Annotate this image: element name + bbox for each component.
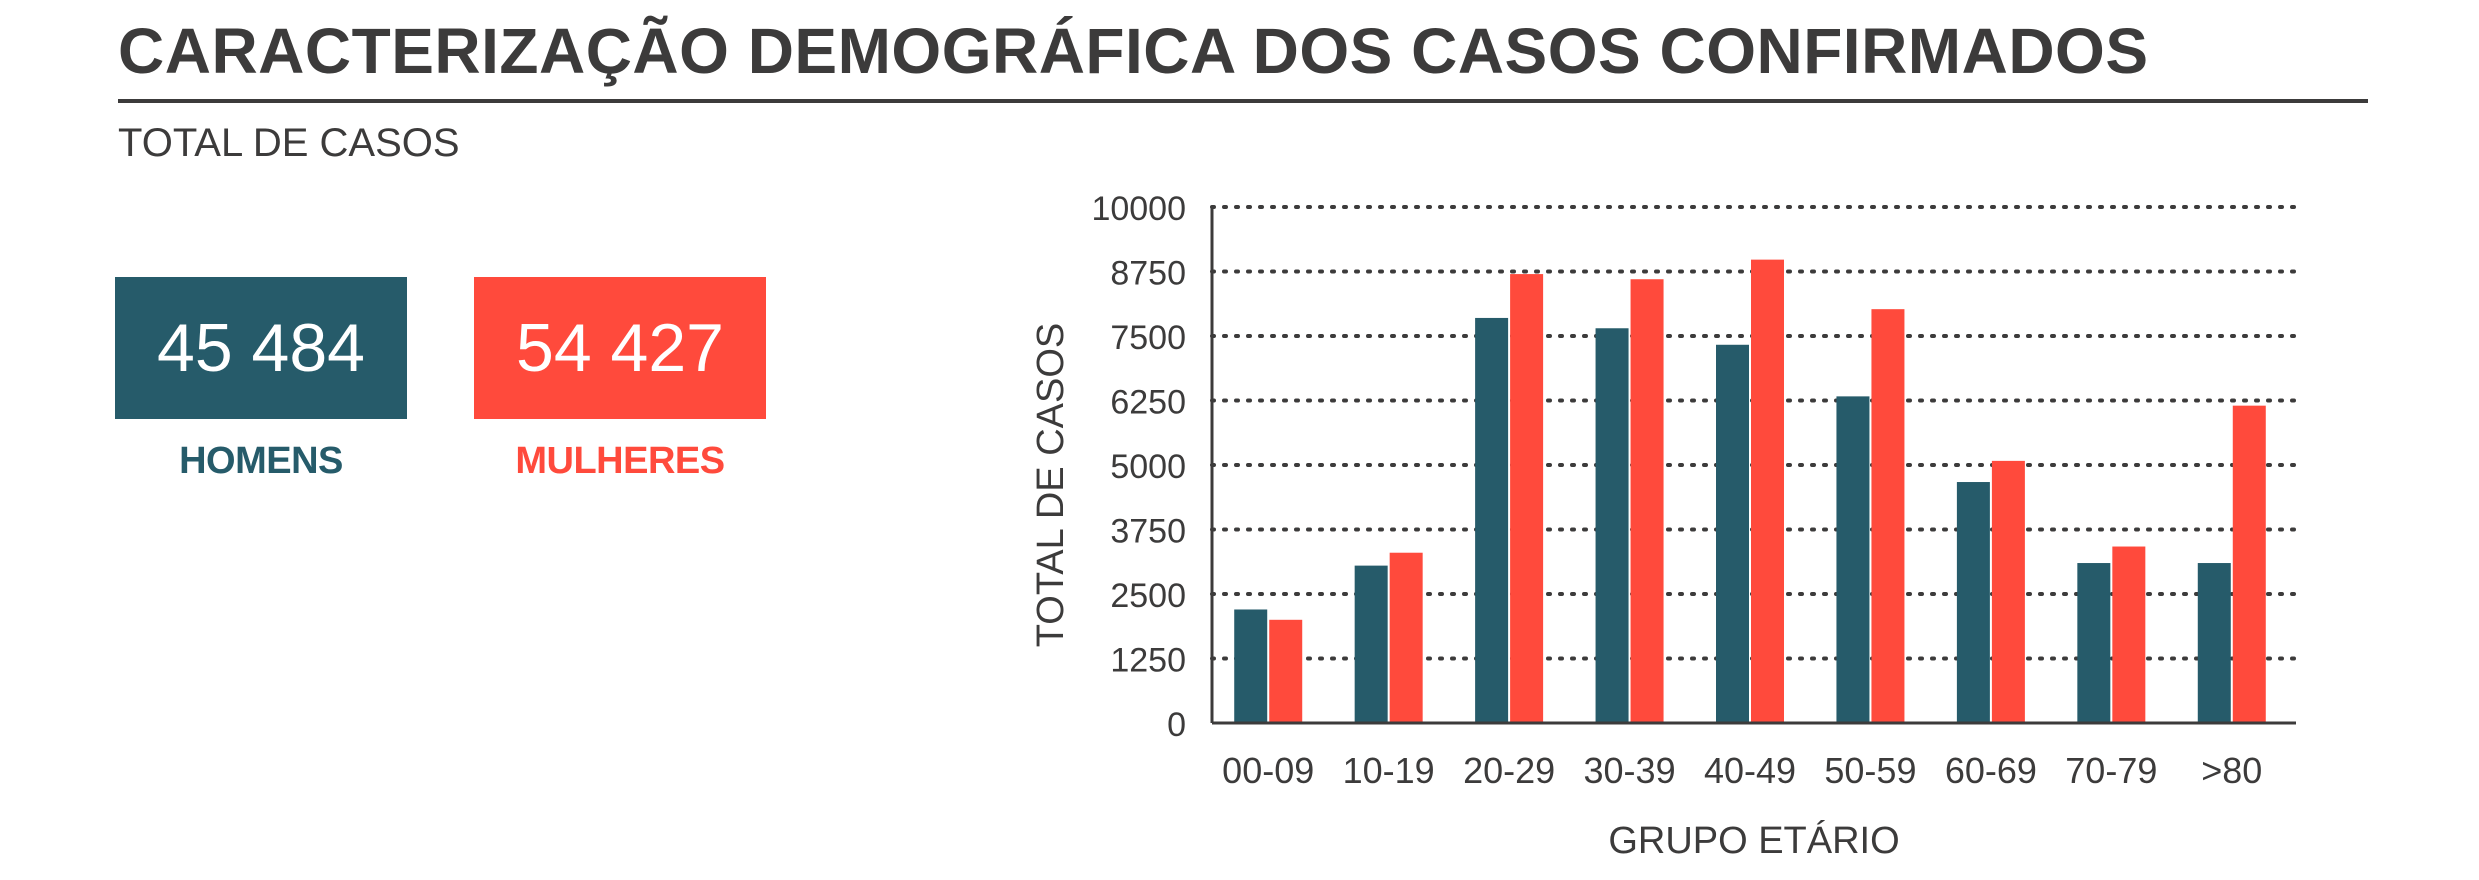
y-tick-label: 8750	[1110, 255, 1186, 293]
bar-women-00-09	[1269, 619, 1303, 723]
x-axis-title: GRUPO ETÁRIO	[1608, 819, 1899, 862]
page-title: CARACTERIZAÇÃO DEMOGRÁFICA DOS CASOS CON…	[118, 15, 2149, 87]
bar-women-70-79	[2112, 546, 2146, 723]
bar-women-over80	[2232, 405, 2266, 723]
bar-women-40-49	[1751, 259, 1784, 723]
x-tick-label: 20-29	[1463, 750, 1555, 791]
bar-men-30-39	[1595, 328, 1629, 723]
men-total-value: 45 484	[157, 310, 365, 386]
bar-women-20-29	[1510, 274, 1544, 723]
x-tick-label: >80	[2201, 750, 2262, 791]
bar-men-20-29	[1475, 317, 1509, 723]
x-tick-label: 40-49	[1704, 750, 1796, 791]
bar-women-60-69	[1991, 460, 2025, 723]
bar-women-30-39	[1630, 279, 1664, 723]
bar-men-10-19	[1354, 565, 1388, 723]
y-tick-label: 7500	[1110, 319, 1186, 357]
x-tick-label: 50-59	[1824, 750, 1916, 791]
bar-men-over80	[2197, 563, 2231, 723]
x-tick-label: 70-79	[2065, 750, 2157, 791]
bar-men-50-59	[1836, 396, 1870, 723]
men-total-label: HOMENS	[179, 440, 343, 482]
y-tick-label: 10000	[1091, 190, 1186, 228]
x-tick-label: 30-39	[1584, 750, 1676, 791]
axes	[1210, 207, 2296, 725]
bars	[1234, 259, 2266, 723]
y-tick-label: 1250	[1110, 642, 1186, 680]
y-tick-labels: 0 1250 2500 3750 5000 6250 7500 8750 10000	[1091, 190, 1186, 744]
bar-men-00-09	[1234, 609, 1268, 723]
y-tick-label: 0	[1167, 706, 1186, 744]
bar-men-60-69	[1956, 482, 1990, 723]
x-tick-labels: 00-09 10-19 20-29 30-39 40-49 50-59 60-69 70-79…	[1222, 750, 2262, 791]
y-tick-label: 2500	[1110, 577, 1186, 615]
women-total-card: 54 427	[474, 277, 766, 419]
men-total-card: 45 484	[115, 277, 407, 419]
title-divider	[118, 99, 2368, 103]
x-tick-label: 60-69	[1945, 750, 2037, 791]
bar-men-70-79	[2077, 563, 2111, 723]
women-total-value: 54 427	[516, 310, 724, 386]
bar-men-40-49	[1716, 344, 1749, 723]
y-tick-label: 5000	[1110, 448, 1186, 486]
x-tick-label: 10-19	[1343, 750, 1435, 791]
bar-women-50-59	[1871, 309, 1905, 723]
x-tick-label: 00-09	[1222, 750, 1314, 791]
y-tick-label: 3750	[1110, 513, 1186, 551]
bar-women-10-19	[1389, 552, 1423, 723]
women-total-label: MULHERES	[515, 440, 725, 482]
y-axis-title: TOTAL DE CASOS	[1030, 323, 1072, 647]
y-tick-label: 6250	[1110, 384, 1186, 422]
section-subtitle: TOTAL DE CASOS	[118, 121, 460, 165]
